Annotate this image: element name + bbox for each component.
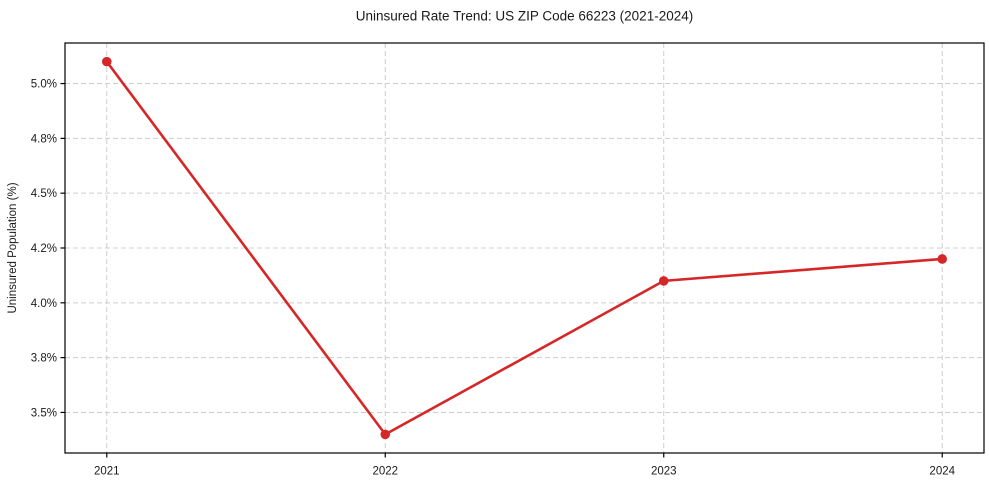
- x-tick-label: 2024: [929, 466, 955, 478]
- y-tick-label: 5.0%: [31, 79, 57, 91]
- y-tick-label: 4.8%: [31, 133, 57, 145]
- data-point-2021: [101, 56, 112, 67]
- x-tick-label: 2021: [94, 466, 120, 478]
- grid-layer: [65, 43, 984, 453]
- y-tick-label: 3.8%: [31, 353, 57, 365]
- y-tick-label: 4.2%: [31, 243, 57, 255]
- tick-layer: 3.5% 3.8% 4.0% 4.2% 4.5% 4.8% 5.0% 2021 2022 2023…: [31, 79, 956, 478]
- y-tick-label: 3.5%: [31, 407, 57, 419]
- chart-title: Uninsured Rate Trend: US ZIP Code 66223 …: [356, 9, 693, 24]
- y-axis-label: Uninsured Population (%): [7, 182, 19, 313]
- data-point-2022: [380, 429, 391, 440]
- y-tick-label: 4.5%: [31, 188, 57, 200]
- trend-line: [105, 60, 944, 436]
- x-tick-label: 2022: [372, 466, 398, 478]
- data-point-2024: [937, 254, 948, 264]
- y-tick-label: 4.0%: [31, 298, 57, 310]
- series-layer: [101, 56, 948, 440]
- x-tick-label: 2023: [651, 466, 677, 478]
- data-point-2023: [658, 276, 669, 286]
